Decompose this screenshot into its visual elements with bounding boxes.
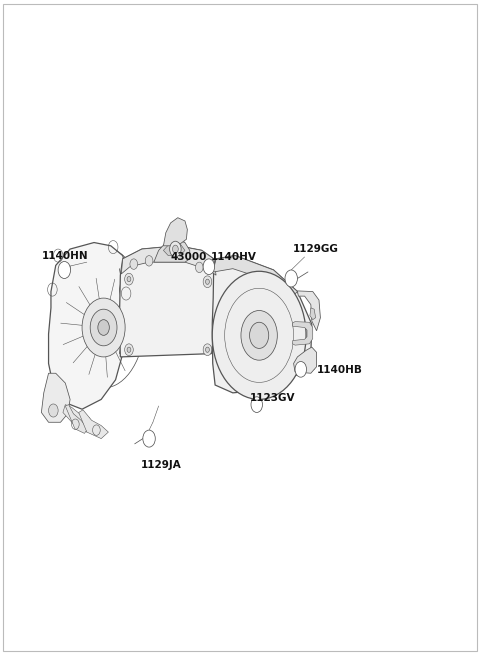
Circle shape: [203, 344, 212, 356]
Polygon shape: [154, 239, 190, 262]
Text: 43000: 43000: [170, 252, 207, 262]
Polygon shape: [121, 246, 216, 275]
Circle shape: [205, 347, 209, 352]
Text: 1129GG: 1129GG: [293, 244, 338, 254]
Text: 1123GV: 1123GV: [250, 392, 295, 403]
Circle shape: [90, 309, 117, 346]
Circle shape: [172, 245, 178, 253]
Circle shape: [250, 322, 269, 348]
Circle shape: [195, 262, 203, 272]
Polygon shape: [79, 410, 108, 439]
Polygon shape: [163, 242, 185, 255]
Circle shape: [125, 273, 133, 285]
Circle shape: [127, 347, 131, 352]
Polygon shape: [298, 291, 321, 331]
Polygon shape: [63, 405, 94, 432]
Circle shape: [48, 404, 58, 417]
Polygon shape: [212, 255, 312, 393]
Circle shape: [127, 276, 131, 282]
Circle shape: [251, 397, 263, 413]
Circle shape: [295, 362, 307, 377]
Circle shape: [98, 320, 109, 335]
Polygon shape: [310, 308, 316, 320]
Circle shape: [205, 279, 209, 284]
Polygon shape: [41, 373, 70, 422]
Circle shape: [241, 310, 277, 360]
Polygon shape: [214, 255, 298, 296]
Text: 1129JA: 1129JA: [141, 460, 181, 470]
Polygon shape: [48, 242, 128, 409]
Circle shape: [82, 298, 125, 357]
Circle shape: [130, 259, 138, 269]
Polygon shape: [65, 405, 88, 434]
Polygon shape: [294, 347, 317, 373]
Circle shape: [169, 241, 181, 257]
Text: 1140HV: 1140HV: [211, 252, 257, 262]
Text: 1140HN: 1140HN: [41, 251, 88, 261]
Circle shape: [203, 276, 212, 288]
Circle shape: [143, 430, 156, 447]
Circle shape: [285, 270, 298, 287]
Polygon shape: [163, 217, 187, 246]
Circle shape: [203, 259, 215, 274]
Circle shape: [145, 255, 153, 266]
Circle shape: [212, 271, 306, 400]
Circle shape: [125, 344, 133, 356]
Circle shape: [58, 261, 71, 278]
Text: 1140HB: 1140HB: [317, 365, 362, 375]
Polygon shape: [120, 246, 216, 357]
Polygon shape: [293, 322, 313, 345]
